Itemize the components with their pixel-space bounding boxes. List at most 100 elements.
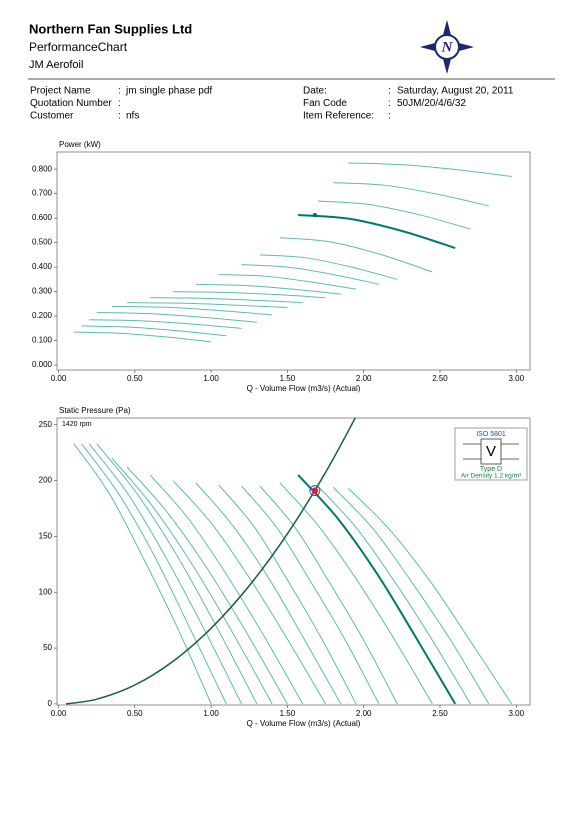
x-tick-label: 3.00 bbox=[508, 709, 524, 718]
curve bbox=[149, 474, 304, 705]
x-axis-title: Q - Volume Flow (m3/s) (Actual) bbox=[247, 719, 361, 728]
plot-frame bbox=[56, 417, 531, 706]
x-tick-label: 0.00 bbox=[51, 709, 67, 718]
logo: N bbox=[420, 20, 474, 74]
iso-density: Air Density 1.2 kg/m³ bbox=[461, 473, 522, 480]
curve bbox=[348, 488, 513, 705]
curve bbox=[259, 254, 398, 280]
info-separator: : bbox=[388, 111, 391, 122]
curve bbox=[332, 486, 490, 705]
iso-box: ISO 5801 V Type D Air Density 1.2 kg/m³ bbox=[454, 427, 528, 481]
x-tick-label: 1.00 bbox=[203, 374, 219, 383]
y-tick-label: 50 bbox=[43, 643, 52, 652]
y-tick-label: 100 bbox=[39, 587, 53, 596]
info-separator: : bbox=[118, 111, 121, 122]
x-tick-label: 2.50 bbox=[432, 374, 448, 383]
curve bbox=[195, 482, 342, 705]
charts: Power (kW) Q - Volume Flow (m3/s) (Actual… bbox=[32, 140, 531, 728]
info-block: Project Name: jm single phase pdf Quotatio… bbox=[30, 86, 514, 122]
iso-symbol: V bbox=[486, 443, 496, 460]
curve bbox=[218, 273, 357, 290]
curve bbox=[298, 213, 456, 249]
curve bbox=[111, 305, 273, 316]
y-tick-label: 0.500 bbox=[32, 238, 53, 247]
info-label: Project Name bbox=[30, 86, 91, 97]
y-axis-title: Power (kW) bbox=[59, 140, 101, 149]
x-tick-label: 1.50 bbox=[280, 374, 296, 383]
y-tick-label: 0 bbox=[48, 699, 53, 708]
plot-area bbox=[66, 418, 513, 705]
x-tick-label: 3.00 bbox=[508, 374, 524, 383]
y-tick-label: 0.800 bbox=[32, 164, 53, 173]
info-separator: : bbox=[388, 86, 391, 97]
iso-type: Type D bbox=[480, 466, 502, 473]
curve bbox=[279, 237, 433, 273]
x-tick-label: 2.50 bbox=[432, 709, 448, 718]
info-value: jm single phase pdf bbox=[125, 86, 212, 97]
x-tick-label: 2.00 bbox=[356, 374, 372, 383]
curve bbox=[73, 443, 212, 705]
y-axis-title: Static Pressure (Pa) bbox=[59, 406, 131, 415]
curve bbox=[241, 264, 380, 285]
info-value: 50JM/20/4/6/32 bbox=[397, 98, 466, 109]
curve bbox=[259, 485, 398, 705]
iso-standard: ISO 5801 bbox=[476, 431, 506, 438]
doc-subtitle: JM Aerofoil bbox=[29, 59, 83, 71]
info-value: nfs bbox=[126, 111, 139, 122]
y-tick-label: 250 bbox=[39, 420, 53, 429]
curve bbox=[348, 162, 512, 177]
plot-frame bbox=[56, 151, 531, 371]
curve bbox=[96, 311, 257, 323]
x-tick-label: 1.50 bbox=[280, 709, 296, 718]
curve bbox=[279, 482, 433, 705]
curve bbox=[73, 331, 212, 343]
y-tick-label: 200 bbox=[39, 476, 53, 485]
curve bbox=[88, 443, 243, 705]
y-tick-label: 0.600 bbox=[32, 213, 53, 222]
curve bbox=[81, 325, 227, 337]
curve bbox=[172, 480, 326, 705]
curve bbox=[96, 443, 258, 705]
x-tick-label: 0.00 bbox=[51, 374, 67, 383]
y-tick-label: 0.000 bbox=[32, 360, 53, 369]
curve bbox=[81, 443, 227, 705]
curve bbox=[89, 319, 242, 329]
curve bbox=[241, 485, 380, 705]
x-axis-title: Q - Volume Flow (m3/s) (Actual) bbox=[247, 384, 361, 393]
curve bbox=[172, 291, 326, 299]
speed-annotation: 1420 rpm bbox=[62, 421, 92, 428]
curve bbox=[126, 466, 288, 705]
x-tick-label: 1.00 bbox=[203, 709, 219, 718]
y-tick-label: 0.200 bbox=[32, 311, 53, 320]
curve bbox=[195, 283, 341, 295]
y-tick-label: 0.300 bbox=[32, 287, 53, 296]
operating-point bbox=[311, 487, 319, 494]
curve bbox=[111, 457, 273, 705]
x-tick-label: 0.50 bbox=[127, 709, 143, 718]
curve bbox=[150, 297, 303, 304]
info-separator: : bbox=[388, 98, 391, 109]
x-tick-label: 2.00 bbox=[356, 709, 372, 718]
y-tick-label: 0.700 bbox=[32, 189, 53, 198]
info-separator: : bbox=[118, 98, 121, 109]
company: Northern Fan Supplies Ltd bbox=[29, 21, 192, 36]
info-label: Fan Code bbox=[303, 98, 347, 109]
curve bbox=[317, 200, 471, 230]
operating-ring bbox=[309, 485, 321, 497]
y-tick-label: 150 bbox=[39, 531, 53, 540]
y-tick-label: 0.100 bbox=[32, 336, 53, 345]
curve bbox=[333, 182, 489, 207]
x-tick-label: 0.50 bbox=[127, 374, 143, 383]
doc-title: PerformanceChart bbox=[29, 40, 128, 54]
info-label: Item Reference: bbox=[303, 111, 374, 122]
curve bbox=[317, 485, 471, 705]
curve bbox=[297, 474, 457, 705]
info-label: Quotation Number bbox=[30, 98, 112, 109]
operating-point bbox=[312, 212, 317, 217]
curve bbox=[218, 484, 357, 705]
logo-letter: N bbox=[441, 39, 454, 55]
y-tick-label: 0.400 bbox=[32, 262, 53, 271]
info-label: Customer bbox=[30, 111, 74, 122]
